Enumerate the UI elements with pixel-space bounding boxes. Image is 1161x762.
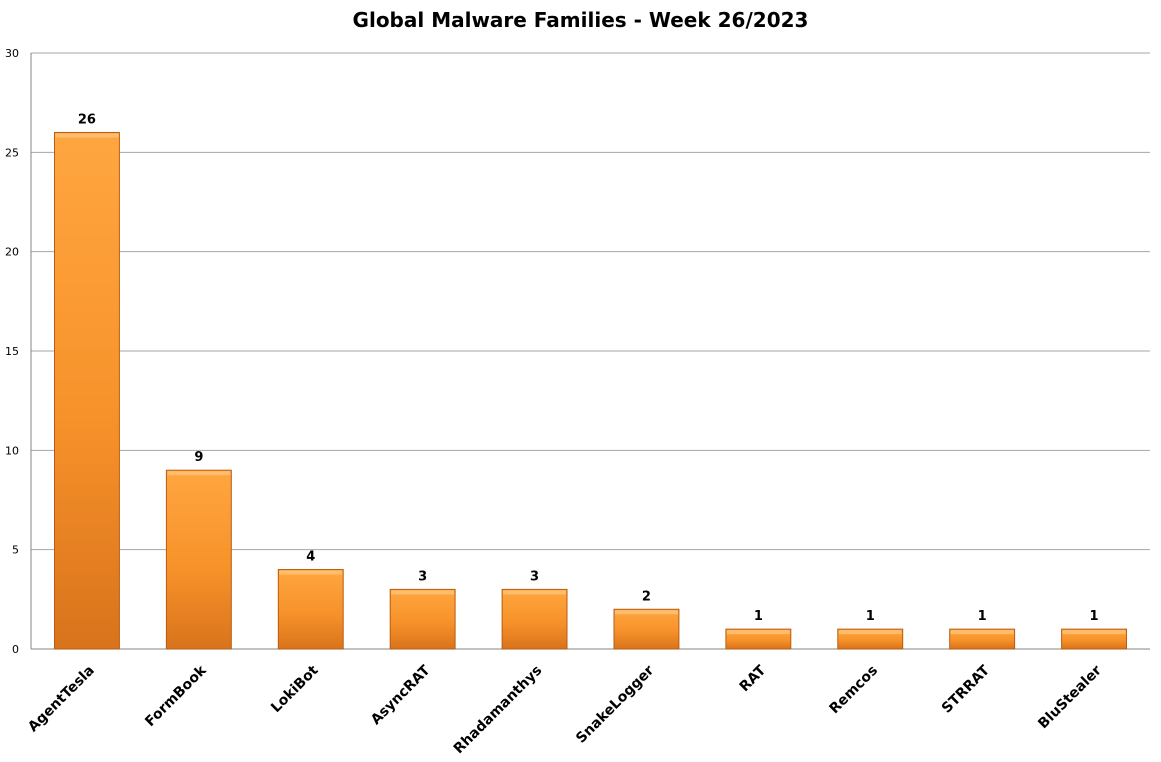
y-tick-label: 0 <box>12 643 19 656</box>
bar-snakelogger <box>613 608 680 650</box>
bar-asyncrat <box>389 588 456 650</box>
data-label: 1 <box>754 609 763 624</box>
bar-highlight <box>279 570 343 575</box>
x-tick-label: SnakeLogger <box>573 662 657 746</box>
y-tick-label: 15 <box>5 345 19 358</box>
bar-formbook <box>165 469 232 650</box>
bar-highlight <box>503 590 567 595</box>
data-label: 9 <box>194 450 203 465</box>
labels: 0 5 10 15 20 25 30 26 AgentTesla 9 FormBook 4 LokiBo… <box>5 47 1105 757</box>
data-label: 26 <box>78 112 96 127</box>
x-tick-label: FormBook <box>142 662 210 730</box>
data-label: 2 <box>642 589 651 604</box>
y-tick-label: 20 <box>5 246 19 259</box>
data-label: 1 <box>1090 609 1099 624</box>
x-tick-label: LokiBot <box>268 662 322 716</box>
data-label: 4 <box>306 550 315 565</box>
bar-highlight <box>950 630 1014 635</box>
bars <box>53 131 1128 650</box>
data-label: 1 <box>866 609 875 624</box>
y-tick-label: 25 <box>5 146 19 159</box>
x-tick-label: AgentTesla <box>25 663 98 736</box>
y-tick-label: 30 <box>5 47 19 60</box>
x-tick-label: Remcos <box>827 663 882 718</box>
y-tick-label: 5 <box>12 544 19 557</box>
x-tick-label: Rhadamanthys <box>451 663 546 758</box>
x-tick-label: RAT <box>737 662 770 695</box>
bar-rhadamanthys <box>501 588 568 650</box>
x-tick-label: STRRAT <box>939 662 993 716</box>
bar-agenttesla <box>53 131 120 650</box>
bar-highlight <box>391 590 455 595</box>
y-tick-label: 10 <box>5 444 19 457</box>
bar-highlight <box>1062 630 1126 635</box>
bar-highlight <box>614 610 678 615</box>
chart-title: Global Malware Families - Week 26/2023 <box>352 8 809 32</box>
bar-highlight <box>167 471 231 476</box>
data-label: 1 <box>978 609 987 624</box>
x-tick-label: BluStealer <box>1035 662 1105 732</box>
bar-highlight <box>838 630 902 635</box>
x-tick-label: AsyncRAT <box>368 662 434 728</box>
bar-lokibot <box>277 569 344 650</box>
data-label: 3 <box>418 569 427 584</box>
data-label: 3 <box>530 569 539 584</box>
bar-highlight <box>726 630 790 635</box>
bar-highlight <box>55 133 119 138</box>
